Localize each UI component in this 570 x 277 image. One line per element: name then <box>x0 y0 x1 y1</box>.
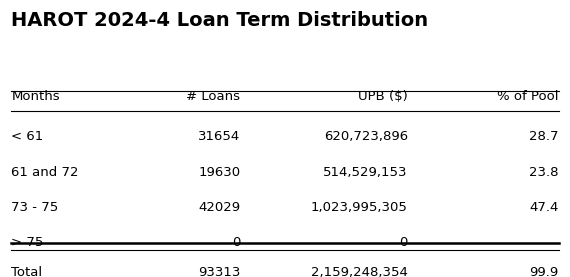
Text: 42029: 42029 <box>198 201 241 214</box>
Text: 620,723,896: 620,723,896 <box>324 130 408 143</box>
Text: HAROT 2024-4 Loan Term Distribution: HAROT 2024-4 Loan Term Distribution <box>11 11 429 30</box>
Text: Months: Months <box>11 90 60 103</box>
Text: 99.9: 99.9 <box>530 266 559 277</box>
Text: < 61: < 61 <box>11 130 43 143</box>
Text: 28.7: 28.7 <box>529 130 559 143</box>
Text: 1,023,995,305: 1,023,995,305 <box>311 201 408 214</box>
Text: 61 and 72: 61 and 72 <box>11 166 79 179</box>
Text: % of Pool: % of Pool <box>497 90 559 103</box>
Text: 31654: 31654 <box>198 130 241 143</box>
Text: # Loans: # Loans <box>186 90 241 103</box>
Text: 0: 0 <box>400 236 408 249</box>
Text: 0: 0 <box>232 236 241 249</box>
Text: > 75: > 75 <box>11 236 44 249</box>
Text: 73 - 75: 73 - 75 <box>11 201 59 214</box>
Text: 19630: 19630 <box>198 166 241 179</box>
Text: 23.8: 23.8 <box>529 166 559 179</box>
Text: Total: Total <box>11 266 42 277</box>
Text: 47.4: 47.4 <box>530 201 559 214</box>
Text: 514,529,153: 514,529,153 <box>323 166 408 179</box>
Text: 2,159,248,354: 2,159,248,354 <box>311 266 408 277</box>
Text: UPB ($): UPB ($) <box>358 90 408 103</box>
Text: 93313: 93313 <box>198 266 241 277</box>
